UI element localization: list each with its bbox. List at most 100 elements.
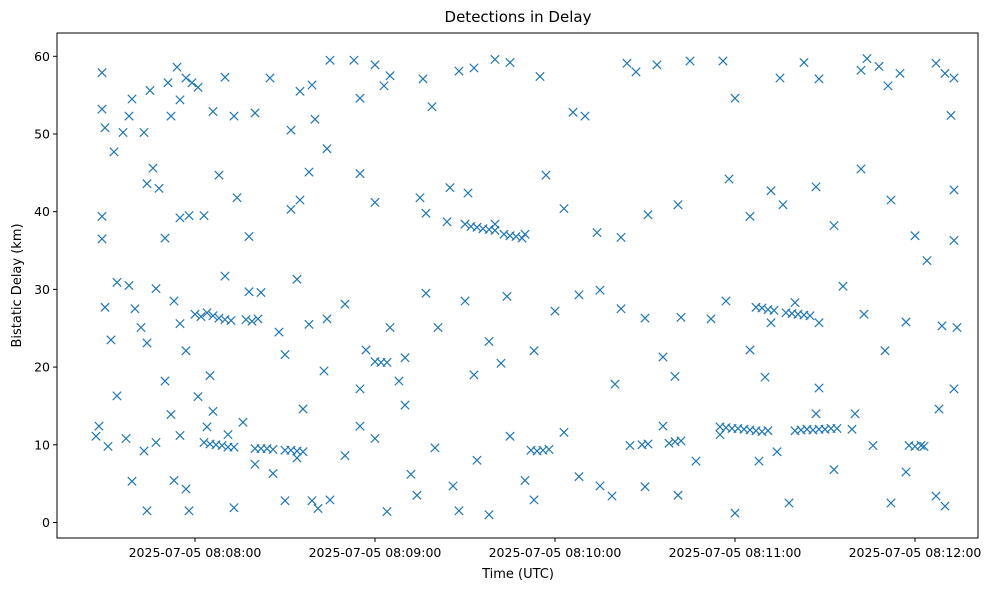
data-point (511, 231, 521, 242)
data-point (361, 345, 371, 355)
data-point (535, 71, 545, 82)
data-point (355, 168, 365, 179)
data-point (469, 63, 479, 73)
data-point (127, 94, 137, 104)
data-point (97, 234, 107, 244)
data-point (433, 322, 443, 333)
data-point (484, 510, 494, 520)
data-point (229, 442, 239, 452)
data-point (517, 233, 527, 243)
data-point (412, 490, 422, 500)
data-point (901, 317, 911, 327)
data-point (874, 61, 884, 72)
data-point (745, 345, 755, 355)
data-point (505, 431, 515, 441)
data-point (769, 305, 779, 315)
data-point (691, 456, 701, 466)
data-point (229, 503, 239, 513)
data-point (799, 57, 809, 68)
data-point (505, 57, 515, 68)
data-point (175, 213, 185, 223)
y-tick-label: 40 (34, 204, 50, 219)
data-point (937, 321, 947, 331)
data-point (220, 72, 230, 82)
data-point (676, 312, 686, 322)
data-point (454, 506, 464, 516)
data-point (832, 423, 842, 434)
data-point (484, 336, 494, 347)
data-point (355, 421, 365, 431)
data-point (784, 498, 794, 508)
data-point (910, 231, 920, 241)
data-point (559, 427, 569, 437)
data-point (307, 496, 317, 506)
data-point (394, 376, 404, 386)
data-point (520, 475, 530, 486)
data-point (313, 503, 323, 514)
data-point (160, 233, 170, 243)
data-point (184, 210, 194, 221)
data-point (199, 437, 209, 448)
data-point (181, 346, 191, 356)
data-point (142, 338, 152, 348)
data-point (472, 222, 482, 232)
data-point (379, 81, 389, 91)
data-point (295, 195, 305, 205)
data-point (286, 125, 296, 135)
data-point (670, 371, 680, 382)
data-point (721, 296, 731, 306)
data-point (124, 111, 134, 121)
x-tick-label: 2025-07-05 08:10:00 (489, 545, 622, 560)
data-point (286, 204, 296, 214)
data-point (91, 431, 101, 441)
data-point (775, 73, 785, 83)
data-point (355, 93, 365, 103)
data-point (640, 313, 650, 323)
data-point (673, 490, 683, 500)
data-point (445, 182, 455, 193)
data-point (97, 67, 107, 78)
data-point (160, 376, 170, 386)
data-point (544, 444, 554, 455)
data-point (382, 506, 392, 517)
plot-frame (56, 32, 979, 539)
data-point (724, 174, 734, 184)
data-point (292, 274, 302, 284)
data-point (118, 127, 128, 138)
data-point (307, 80, 317, 90)
y-tick-label: 10 (34, 437, 50, 452)
data-point (406, 469, 416, 479)
data-point (100, 123, 110, 133)
data-point (745, 211, 755, 221)
data-point (415, 193, 425, 203)
data-point (232, 193, 242, 203)
x-axis-label: Time (UTC) (481, 567, 554, 582)
data-point (856, 65, 866, 75)
data-point (421, 208, 431, 218)
data-point (154, 183, 164, 194)
data-point (814, 383, 824, 393)
data-point (220, 271, 230, 281)
data-point (766, 186, 776, 196)
data-point (265, 73, 275, 83)
data-point (778, 200, 788, 210)
y-axis: 0 10 20 30 40 50 60 (34, 49, 57, 530)
data-point (940, 68, 950, 79)
data-point (370, 60, 380, 70)
data-point (652, 60, 662, 70)
data-point (880, 346, 890, 356)
x-axis: 2025-07-05 08:08:00 2025-07-05 08:09:00 20… (129, 538, 981, 560)
data-point (919, 441, 929, 451)
data-point (772, 447, 782, 457)
data-point (868, 440, 878, 451)
data-point (766, 318, 776, 328)
data-point (664, 438, 674, 448)
data-point (814, 318, 824, 328)
data-point (169, 475, 179, 486)
data-point (460, 219, 470, 229)
data-point (184, 506, 194, 516)
data-point (949, 384, 959, 394)
data-point (238, 417, 248, 427)
data-point (616, 304, 626, 314)
